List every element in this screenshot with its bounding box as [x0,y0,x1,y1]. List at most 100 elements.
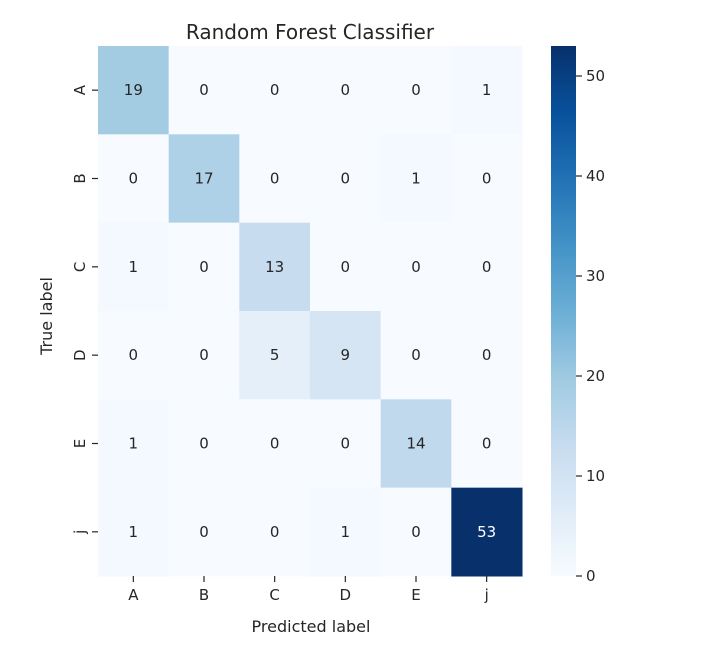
cell-value-label: 0 [270,170,280,188]
heatmap-cell [98,487,170,577]
cell-value-label: 1 [482,81,492,99]
cell-value-label: 0 [482,435,492,453]
heatmap-cell [451,134,523,224]
cell-value-label: 0 [199,435,209,453]
heatmap-cell [98,46,170,135]
y-tick-label: A [71,84,89,95]
cell-value-label: 0 [341,170,351,188]
colorbar-tick-label: 10 [586,467,605,485]
cell-value-label: 0 [341,81,351,99]
heatmap-cell-labels: 19 0 0 0 0 1 0 17 0 0 1 0 1 0 13 0 0 0 0 0 5 9 0 0 1 0 0 0 14 0 1 0 0 1 0 5… [124,81,496,541]
heatmap-cell [168,487,240,577]
heatmap-cell [310,222,382,312]
colorbar-tick-label: 20 [586,367,605,385]
x-tick-label: E [411,586,420,604]
heatmap-cell [451,222,523,312]
y-axis-label: True label [37,277,56,356]
cell-value-label: 13 [265,258,284,276]
y-tick-label: j [71,530,89,535]
y-tick-label: C [71,262,89,272]
y-tick-label: D [71,349,89,361]
heatmap-cell [310,487,382,577]
colorbar-tick-label: 40 [586,167,605,185]
heatmap-cell [239,399,311,489]
heatmap-cell [310,46,382,135]
cell-value-label: 1 [341,523,351,541]
cell-value-label: 0 [341,258,351,276]
x-tick-label: C [269,586,279,604]
heatmap-cell [380,487,452,577]
heatmap-cell [451,399,523,489]
cell-value-label: 0 [482,346,492,364]
heatmap-cell [168,222,240,312]
colorbar-tick-label: 0 [586,567,596,585]
cell-value-label: 0 [199,523,209,541]
heatmap-cell [310,399,382,489]
heatmap-cell [239,134,311,224]
heatmap-cell [98,399,170,489]
x-tick-label: B [199,586,209,604]
x-axis-label: Predicted label [252,617,371,636]
cell-value-label: 1 [129,258,139,276]
cell-value-label: 0 [482,258,492,276]
colorbar-tick-label: 30 [586,267,605,285]
cell-value-label: 1 [129,523,139,541]
heatmap-cell [168,311,240,400]
cell-value-label: 0 [129,170,139,188]
cell-value-label: 0 [482,170,492,188]
cell-value-label: 14 [406,435,425,453]
heatmap-cell [239,46,311,135]
chart-title: Random Forest Classifier [186,20,435,44]
y-tick-label: B [71,173,89,183]
colorbar [551,46,576,576]
heatmap-cell [451,487,523,577]
cell-value-label: 53 [477,523,496,541]
colorbar-tick-label: 50 [586,67,605,85]
x-tick-label: D [340,586,352,604]
cell-value-label: 0 [270,435,280,453]
cell-value-label: 1 [411,170,421,188]
cell-value-label: 0 [341,435,351,453]
heatmap-cell [451,46,523,135]
x-tick-label: A [128,586,139,604]
cell-value-label: 0 [411,346,421,364]
heatmap-cell [239,311,311,400]
heatmap-cell [239,487,311,577]
cell-value-label: 1 [129,435,139,453]
heatmap-cells [98,46,523,577]
cell-value-label: 0 [411,523,421,541]
y-tick-label: E [71,439,89,448]
heatmap-cell [310,134,382,224]
heatmap-cell [168,134,240,224]
cell-value-label: 0 [270,81,280,99]
heatmap-cell [310,311,382,400]
cell-value-label: 0 [270,523,280,541]
colorbar-ticks: 0 10 20 30 40 50 [576,67,605,585]
cell-value-label: 0 [199,81,209,99]
cell-value-label: 5 [270,346,280,364]
heatmap-cell [168,399,240,489]
heatmap-cell [168,46,240,135]
cell-value-label: 0 [199,346,209,364]
cell-value-label: 0 [411,81,421,99]
heatmap-cell [98,222,170,312]
cell-value-label: 0 [129,346,139,364]
cell-value-label: 9 [341,346,351,364]
cell-value-label: 19 [124,81,143,99]
heatmap-cell [98,134,170,224]
heatmap-cell [451,311,523,400]
y-axis-ticks: A B C D Ej [71,84,98,535]
heatmap-cell [380,311,452,400]
heatmap-cell [380,222,452,312]
heatmap-cell [98,311,170,400]
cell-value-label: 17 [194,170,213,188]
heatmap-cell [380,134,452,224]
cell-value-label: 0 [199,258,209,276]
cell-value-label: 0 [411,258,421,276]
heatmap-cell [239,222,311,312]
heatmap-cell [380,399,452,489]
heatmap-cell [380,46,452,135]
x-tick-label: j [484,586,489,604]
